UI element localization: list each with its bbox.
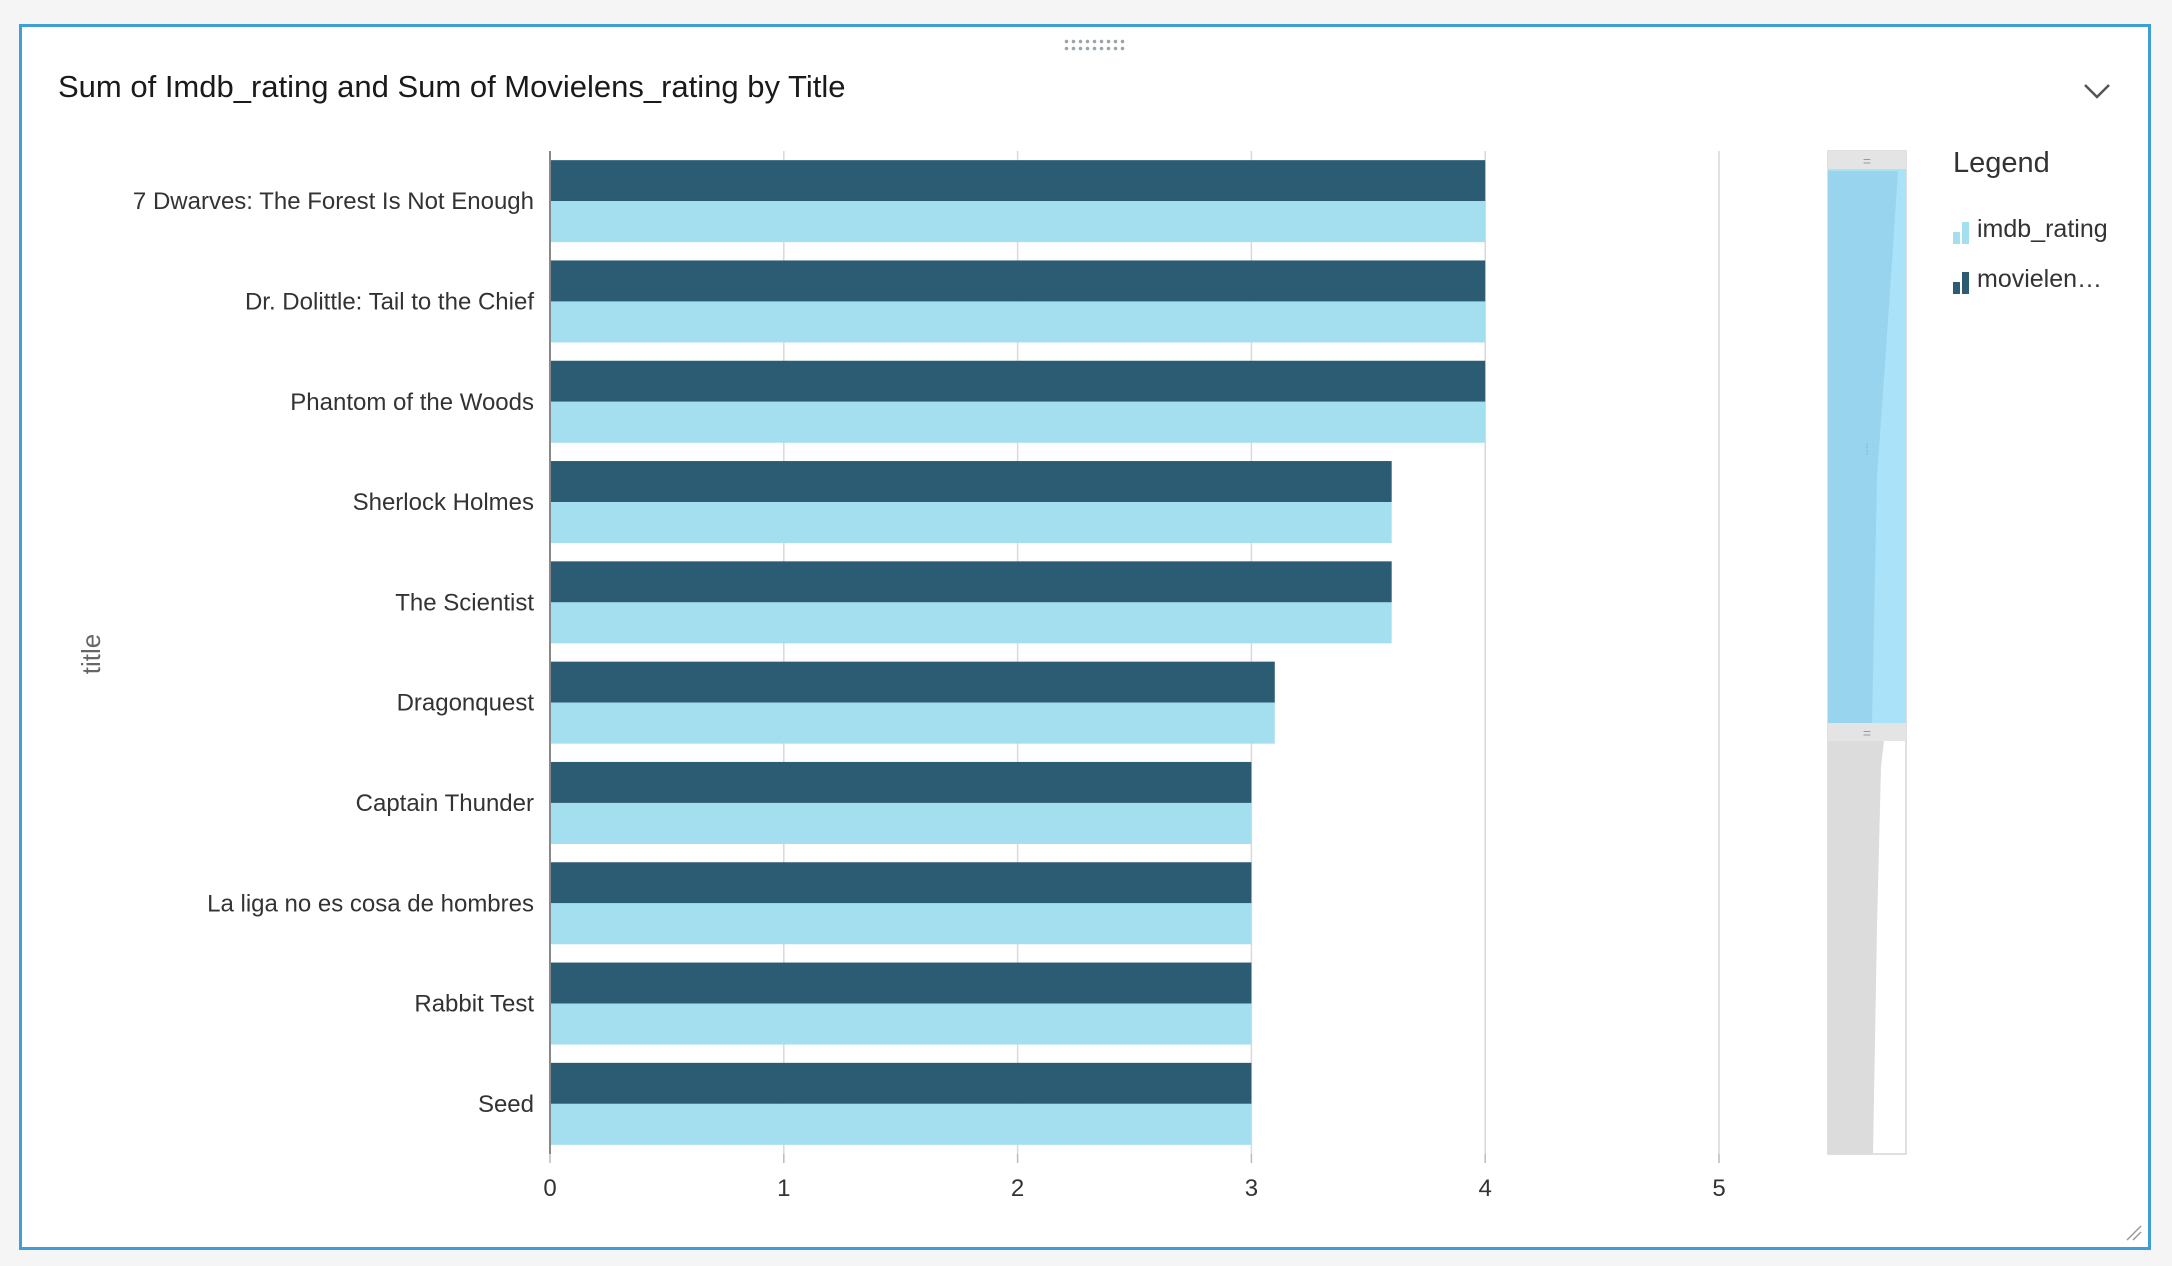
navigator-bottom-handle[interactable] — [1828, 723, 1906, 741]
legend-item-imdb-rating[interactable]: imdb_rating — [1953, 215, 2108, 244]
bar-imdb-rating[interactable] — [550, 802, 1252, 844]
bar-movielens-rating[interactable] — [550, 160, 1486, 202]
bar-imdb-rating[interactable] — [550, 702, 1275, 744]
bar-group — [550, 160, 1486, 1145]
x-tick-label: 4 — [1479, 1175, 1492, 1202]
legend-item-label: imdb_rating — [1977, 215, 2108, 243]
legend-item-label: movielen… — [1977, 265, 2103, 293]
bar-movielens-rating[interactable] — [550, 561, 1392, 603]
bar-imdb-rating[interactable] — [550, 1003, 1252, 1045]
visualization-panel: Sum of Imdb_rating and Sum of Movielens_… — [19, 24, 2151, 1250]
bar-movielens-rating[interactable] — [550, 862, 1252, 904]
bar-imdb-rating[interactable] — [550, 401, 1486, 443]
x-tick-label: 2 — [1011, 1175, 1024, 1202]
bar-movielens-rating[interactable] — [550, 461, 1392, 503]
x-tick-label: 3 — [1245, 1175, 1258, 1202]
bar-movielens-rating[interactable] — [550, 1062, 1252, 1104]
bar-movielens-rating[interactable] — [550, 360, 1486, 402]
y-category-label: Rabbit Test — [414, 991, 534, 1018]
bar-imdb-rating[interactable] — [550, 502, 1392, 544]
legend-item-movielens-rating[interactable]: movielen… — [1953, 265, 2102, 294]
y-category-label: Sherlock Holmes — [353, 489, 534, 516]
y-category-label: Captain Thunder — [356, 790, 534, 817]
bar-imdb-rating[interactable] — [550, 301, 1486, 343]
bar-imdb-rating[interactable] — [550, 602, 1392, 644]
axes: 0 1 2 3 4 5 7 Dwarves: The Forest Is Not Enoug… — [133, 151, 1726, 1202]
navigator-scrollbar[interactable]: = ⁞ = — [1827, 150, 1907, 1155]
bar-imdb-rating[interactable] — [550, 201, 1486, 243]
resize-corner-icon[interactable] — [2124, 1223, 2142, 1241]
chart-title: Sum of Imdb_rating and Sum of Movielens_… — [58, 69, 846, 104]
drag-handle-icon[interactable] — [1063, 38, 1125, 52]
bar-movielens-rating[interactable] — [550, 661, 1275, 703]
svg-text:=: = — [1863, 725, 1871, 741]
bar-imdb-rating[interactable] — [550, 903, 1252, 945]
y-axis-title: title — [76, 634, 106, 674]
bar-movielens-rating[interactable] — [550, 761, 1252, 803]
y-category-label: Phantom of the Woods — [290, 389, 534, 416]
chevron-down-icon[interactable] — [2082, 79, 2112, 103]
x-tick-label: 0 — [543, 1175, 556, 1202]
svg-text:⁞: ⁞ — [1865, 442, 1869, 459]
bar-chart: 0 1 2 3 4 5 7 Dwarves: The Forest Is Not Enoug… — [76, 150, 1907, 1202]
y-category-label: Seed — [478, 1091, 534, 1118]
y-category-label: La liga no es cosa de hombres — [207, 890, 534, 917]
bar-imdb-rating[interactable] — [550, 1103, 1252, 1145]
bar-movielens-rating[interactable] — [550, 260, 1486, 302]
y-category-label: The Scientist — [395, 589, 534, 616]
y-category-label: 7 Dwarves: The Forest Is Not Enough — [133, 188, 534, 215]
bar-movielens-rating[interactable] — [550, 962, 1252, 1004]
bar-chart-icon — [1953, 270, 1971, 294]
legend-title: Legend — [1953, 147, 2050, 179]
x-tick-label: 5 — [1712, 1175, 1725, 1202]
y-category-label: Dr. Dolittle: Tail to the Chief — [245, 288, 534, 315]
x-tick-label: 1 — [777, 1175, 790, 1202]
bar-chart-icon — [1953, 220, 1971, 244]
svg-text:=: = — [1863, 153, 1871, 169]
y-category-label: Dragonquest — [397, 690, 535, 717]
navigator-top-handle[interactable] — [1828, 151, 1906, 169]
